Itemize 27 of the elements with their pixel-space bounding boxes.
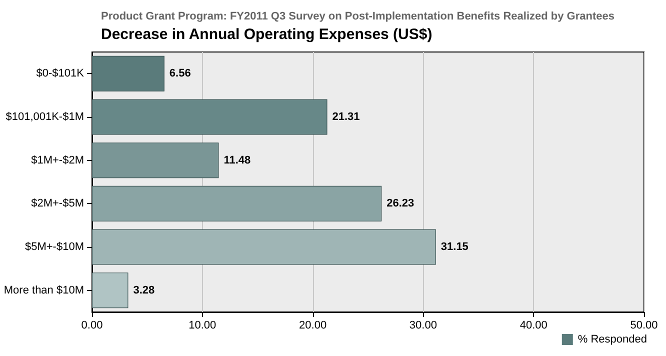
bar xyxy=(92,272,128,308)
bar xyxy=(92,186,382,222)
x-tick-label: 20.00 xyxy=(299,320,327,332)
x-tick-label: 0.00 xyxy=(81,320,103,332)
y-tick-label: $1M+-$2M xyxy=(31,154,84,166)
y-tick-label: $2M+-$5M xyxy=(31,198,84,210)
data-label: 6.56 xyxy=(169,68,191,80)
bar xyxy=(92,229,436,265)
data-label: 11.48 xyxy=(224,154,251,166)
x-tick-label: 10.00 xyxy=(188,320,216,332)
legend-label: % Responded xyxy=(578,334,648,346)
y-tick-label: More than $10M xyxy=(4,284,84,296)
chart-title: Decrease in Annual Operating Expenses (US$) xyxy=(101,26,432,43)
bar xyxy=(92,56,164,92)
bar xyxy=(92,99,328,135)
data-label: 31.15 xyxy=(440,241,468,253)
x-tick-label: 50.00 xyxy=(630,320,658,332)
y-tick-label: $101,001K-$1M xyxy=(6,111,84,123)
data-label: 3.28 xyxy=(133,284,155,296)
data-label: 21.31 xyxy=(332,111,360,123)
bar xyxy=(92,142,219,178)
data-label: 26.23 xyxy=(386,198,414,210)
y-tick-label: $5M+-$10M xyxy=(24,241,84,253)
x-tick-label: 40.00 xyxy=(520,320,548,332)
y-tick-label: $0-$101K xyxy=(36,68,85,80)
x-tick-label: 30.00 xyxy=(409,320,437,332)
chart-subtitle: Product Grant Program: FY2011 Q3 Survey on Post-Implementation Benefits Realized by Grantees xyxy=(101,10,614,22)
